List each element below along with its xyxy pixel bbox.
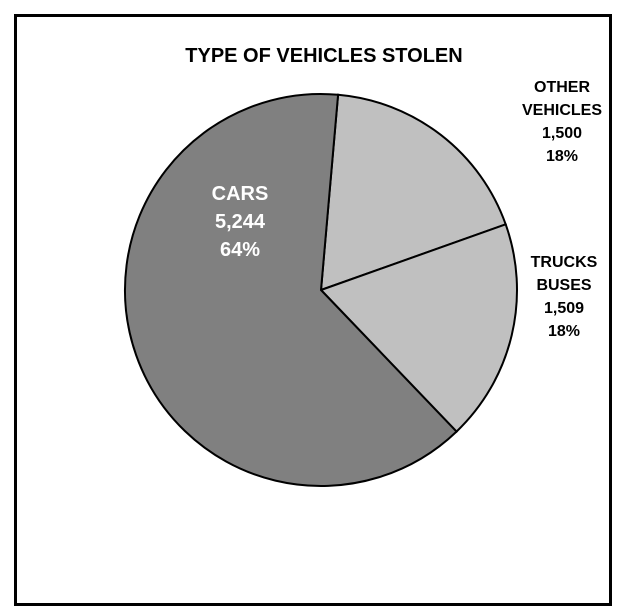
slice-label-line: 64% xyxy=(220,239,260,261)
slice-label-line: 5,244 xyxy=(215,211,266,233)
slice-label-line: BUSES xyxy=(536,277,591,294)
slice-label-2: CARS 5,244 64% xyxy=(212,183,269,261)
slice-label-line: 18% xyxy=(548,323,580,340)
pie-slice-0 xyxy=(319,93,507,292)
slice-label-0: OTHER VEHICLES 1,500 18% xyxy=(522,79,602,165)
slice-label-line: CARS xyxy=(212,183,269,205)
slice-label-line: 1,500 xyxy=(542,125,582,142)
slice-label-line: TRUCKS xyxy=(531,254,598,271)
slice-label-line: 1,509 xyxy=(544,300,584,317)
slice-label-line: VEHICLES xyxy=(522,102,602,119)
slice-label-1: TRUCKS BUSES 1,509 18% xyxy=(531,254,598,340)
pie-slice-2 xyxy=(124,93,458,487)
chart-title: TYPE OF VEHICLES STOLEN xyxy=(185,45,462,67)
slice-label-line: 18% xyxy=(546,148,578,165)
pie-slice-1 xyxy=(319,223,518,434)
slice-label-line: OTHER xyxy=(534,79,590,96)
